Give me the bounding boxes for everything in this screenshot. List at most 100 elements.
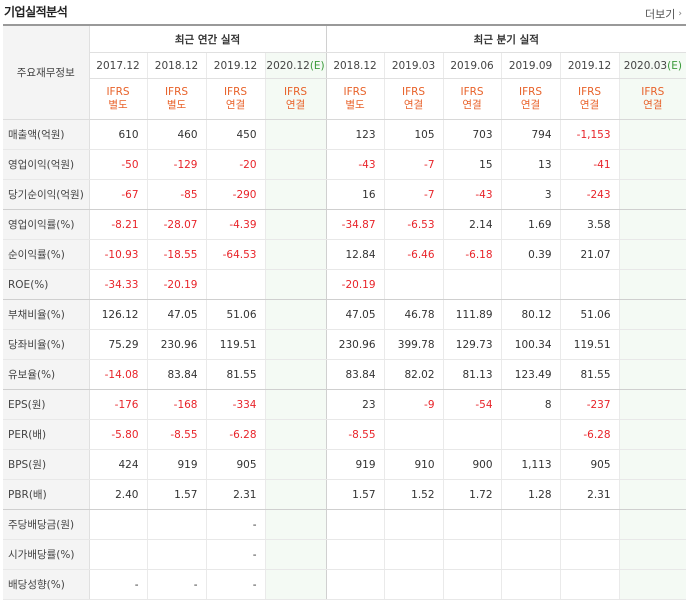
table-cell: -50 [89,149,147,180]
table-cell [618,389,687,420]
period-header: 2018.12 [146,52,206,79]
table-cell: 123.49 [500,359,561,390]
accounting-type-header: IFRS 연결 [618,78,687,120]
table-row: 시가배당률(%) - [3,539,687,570]
table-cell: 424 [89,449,147,480]
standard-label: IFRS [343,86,367,98]
table-cell [264,509,327,540]
table-cell [383,419,444,450]
table-row: 주당배당금(원) - [3,509,687,540]
table-cell [500,509,561,540]
table-cell: 1.52 [383,479,444,510]
table-cell: -334 [205,389,265,420]
table-cell [500,419,561,450]
table-cell [264,209,327,240]
table-row: ROE(%) -34.33 -20.19 -20.19 [3,269,687,300]
more-label: 더보기 [645,8,676,21]
table-cell: -34.87 [326,209,385,240]
standard-label: IFRS [518,86,543,98]
table-cell [618,179,687,210]
table-cell: 399.78 [383,329,444,360]
table-cell [559,539,620,570]
table-cell [442,569,502,600]
period-row: 2017.12 2018.12 2019.12 2020.12(E) 2018.12 20… [3,52,687,79]
table-row: PER(배) -5.80 -8.55 -6.28 -8.55 -6.28 [3,419,687,450]
table-cell: -4.39 [205,209,265,240]
table-cell: 23 [326,389,385,420]
standard-label: IFRS [460,86,484,98]
annual-group-label: 최근 연간 실적 [89,24,327,53]
table-cell [618,329,687,360]
table-cell [383,569,444,600]
table-row: 부채비율(%) 126.12 47.05 51.06 47.05 46.78 111.89 8… [3,299,687,330]
table-cell: 126.12 [89,299,147,330]
row-label: EPS(원) [3,389,90,420]
table-row: 순이익률(%) -10.93 -18.55 -64.53 12.84 -6.46 -6.18… [3,239,687,270]
table-cell [264,239,327,270]
table-cell [442,419,502,450]
table-cell [618,509,687,540]
row-label: 순이익률(%) [3,239,90,270]
table-cell: 1.28 [500,479,561,510]
accounting-type-header: IFRS 연결 [442,78,502,120]
quarter-group-label: 최근 분기 실적 [326,24,687,53]
more-link[interactable]: 더보기 › [645,6,682,22]
table-cell: -7 [383,179,444,210]
table-cell: 919 [326,449,385,480]
consolidation-label: 연결 [520,99,541,111]
table-cell: -237 [559,389,620,420]
table-cell [326,569,385,600]
table-cell: 703 [442,119,502,150]
table-cell [89,539,147,570]
table-cell [618,569,687,600]
table-cell: -20 [205,149,265,180]
accounting-type-header: IFRS 연결 [383,78,444,120]
table-cell: 111.89 [442,299,502,330]
period-text: 2018.12 [333,59,377,72]
table-cell [559,569,620,600]
consolidation-label: 별도 [108,99,128,111]
table-cell: 2.31 [559,479,620,510]
period-header: 2020.03(E) [618,52,687,79]
table-row: PBR(배) 2.40 1.57 2.31 1.57 1.52 1.72 1.28 2.31 [3,479,687,510]
table-cell [264,119,327,150]
table-cell: 460 [146,119,206,150]
table-cell [264,179,327,210]
corner-label: 주요재무정보 [3,24,90,120]
table-cell: 83.84 [326,359,385,390]
accounting-type-header: IFRS 연결 [559,78,620,120]
table-cell: 1,113 [500,449,561,480]
period-header: 2019.06 [442,52,502,79]
table-cell [618,359,687,390]
row-label: 배당성향(%) [3,569,90,600]
table-cell [618,239,687,270]
table-cell: 105 [383,119,444,150]
table-cell [383,509,444,540]
table-row: 당좌비율(%) 75.29 230.96 119.51 230.96 399.78 129.… [3,329,687,360]
consolidation-label: 별도 [345,99,365,111]
period-text: 2020.12 [266,59,310,72]
table-cell: 919 [146,449,206,480]
table-cell [383,539,444,570]
table-cell: -43 [442,179,502,210]
table-cell: -6.46 [383,239,444,270]
table-cell [326,539,385,570]
chevron-right-icon: › [678,9,682,19]
table-cell: -8.55 [146,419,206,450]
period-text: 2017.12 [96,59,140,72]
table-cell: 905 [559,449,620,480]
table-cell: -41 [559,149,620,180]
table-cell: 230.96 [146,329,206,360]
table-cell [264,299,327,330]
table-cell: 905 [205,449,265,480]
estimate-mark: (E) [309,59,325,72]
row-label: BPS(원) [3,449,90,480]
period-header: 2019.09 [500,52,561,79]
accounting-type-row: IFRS 별도 IFRS 별도 IFRS 연결 IFRS 연결 IFRS 별도 IFRS 연결 IFRS… [3,78,687,120]
table-cell: -8.55 [326,419,385,450]
standard-label: IFRS [164,86,189,98]
period-header: 2020.12(E) [264,52,327,79]
table-cell: - [205,509,265,540]
table-cell [618,299,687,330]
table-cell [264,419,327,450]
